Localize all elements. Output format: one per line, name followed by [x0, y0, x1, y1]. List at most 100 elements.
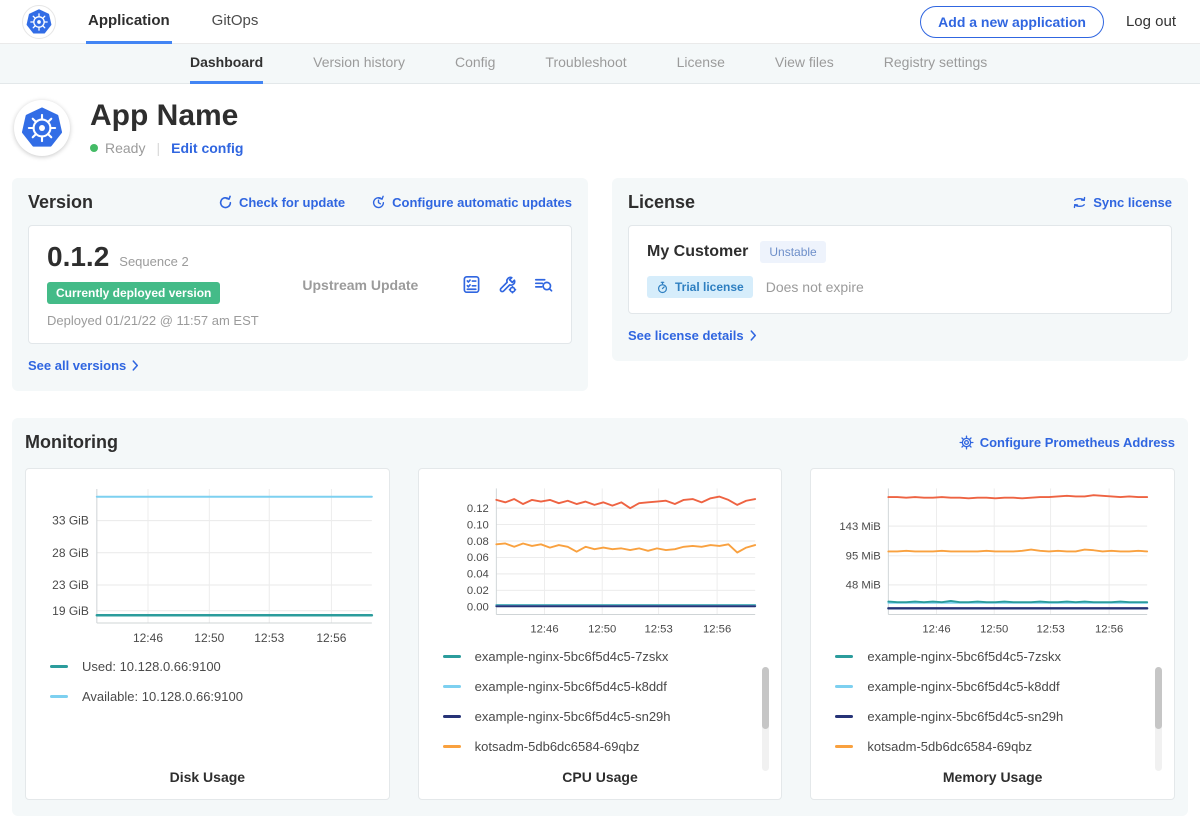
chevron-right-icon	[750, 330, 757, 341]
status-badge: Ready	[105, 140, 145, 156]
version-source-label: Upstream Update	[302, 277, 418, 293]
cpu-usage-plot: 0.000.020.040.060.080.100.1212:4612:5012…	[427, 479, 774, 639]
app-logo-icon	[14, 100, 70, 156]
edit-config-link[interactable]: Edit config	[171, 140, 243, 156]
svg-text:12:56: 12:56	[316, 631, 346, 645]
cpu-usage-title: CPU Usage	[427, 769, 774, 785]
svg-text:12:46: 12:46	[530, 623, 558, 635]
svg-text:0.10: 0.10	[467, 519, 489, 531]
svg-text:95 MiB: 95 MiB	[846, 551, 881, 563]
chevron-right-icon	[132, 360, 139, 371]
license-panel: My Customer Unstable Trial license Does …	[628, 225, 1172, 314]
license-card-title: License	[628, 192, 695, 213]
memory-usage-plot: 48 MiB95 MiB143 MiB12:4612:5012:5312:56	[819, 479, 1166, 639]
svg-text:23 GiB: 23 GiB	[52, 578, 89, 592]
config-values-icon[interactable]	[498, 275, 517, 294]
legend-label: example-nginx-5bc6f5d4c5-7zskx	[867, 649, 1061, 664]
subnav-tab-registry-settings[interactable]: Registry settings	[884, 44, 987, 84]
legend-label: kotsadm-5db6dc6584-69qbz	[475, 739, 640, 754]
legend-item: Available: 10.128.0.66:9100	[50, 689, 381, 704]
legend-item: Used: 10.128.0.66:9100	[50, 659, 381, 674]
disk-usage-chart-card: 19 GiB23 GiB28 GiB33 GiB12:4612:5012:531…	[25, 468, 390, 800]
legend-label: example-nginx-5bc6f5d4c5-7zskx	[475, 649, 669, 664]
legend-item: kotsadm-5db6dc6584-69qbz	[835, 739, 1166, 754]
legend-scrollbar-thumb[interactable]	[762, 667, 769, 729]
currently-deployed-badge: Currently deployed version	[47, 282, 220, 304]
page-title: App Name	[90, 99, 243, 133]
schedule-update-icon	[371, 195, 386, 210]
svg-text:12:53: 12:53	[1037, 623, 1065, 635]
stopwatch-icon	[656, 281, 669, 294]
customer-name: My Customer	[647, 243, 748, 261]
legend-item: example-nginx-5bc6f5d4c5-k8ddf	[835, 679, 1166, 694]
legend-item: example-nginx-5bc6f5d4c5-k8ddf	[443, 679, 774, 694]
subnav-tab-version-history[interactable]: Version history	[313, 44, 405, 84]
subnav-tab-dashboard[interactable]: Dashboard	[190, 44, 263, 84]
version-card-title: Version	[28, 192, 93, 213]
legend-dash-icon	[443, 685, 461, 688]
legend-dash-icon	[443, 745, 461, 748]
legend-scrollbar-thumb[interactable]	[1155, 667, 1162, 729]
memory-usage-legend: example-nginx-5bc6f5d4c5-7zskx example-ng…	[819, 639, 1166, 769]
svg-text:12:53: 12:53	[254, 631, 284, 645]
subnav-tab-troubleshoot[interactable]: Troubleshoot	[545, 44, 626, 84]
legend-label: example-nginx-5bc6f5d4c5-sn29h	[867, 709, 1063, 724]
sync-license-link[interactable]: Sync license	[1072, 195, 1172, 210]
subnav-tab-view-files[interactable]: View files	[775, 44, 834, 84]
gear-icon	[959, 435, 974, 450]
svg-text:0.02: 0.02	[467, 585, 489, 597]
see-all-versions-link[interactable]: See all versions	[28, 358, 139, 373]
version-number: 0.1.2	[47, 241, 109, 273]
svg-text:19 GiB: 19 GiB	[52, 604, 89, 618]
memory-usage-title: Memory Usage	[819, 769, 1166, 785]
channel-badge: Unstable	[760, 241, 825, 263]
monitoring-title: Monitoring	[25, 432, 118, 453]
version-card: Version Check for update Configure autom…	[12, 178, 588, 391]
tab-application[interactable]: Application	[86, 0, 172, 44]
legend-dash-icon	[50, 695, 68, 698]
legend-dash-icon	[835, 745, 853, 748]
check-for-update-link[interactable]: Check for update	[218, 195, 345, 210]
license-expiry: Does not expire	[766, 279, 864, 295]
logout-link[interactable]: Log out	[1126, 13, 1176, 30]
legend-dash-icon	[443, 715, 461, 718]
legend-dash-icon	[443, 655, 461, 658]
legend-item: example-nginx-5bc6f5d4c5-7zskx	[835, 649, 1166, 664]
deployed-timestamp: Deployed 01/21/22 @ 11:57 am EST	[47, 313, 259, 328]
legend-item: example-nginx-5bc6f5d4c5-sn29h	[443, 709, 774, 724]
configure-prometheus-link[interactable]: Configure Prometheus Address	[959, 435, 1175, 450]
svg-text:0.12: 0.12	[467, 503, 489, 515]
add-application-button[interactable]: Add a new application	[920, 6, 1104, 38]
svg-text:143 MiB: 143 MiB	[840, 521, 881, 533]
license-card: License Sync license My Customer Unstabl…	[612, 178, 1188, 361]
legend-scrollbar[interactable]	[1155, 667, 1162, 771]
svg-text:48 MiB: 48 MiB	[846, 580, 881, 592]
tab-gitops[interactable]: GitOps	[210, 0, 261, 44]
see-license-details-link[interactable]: See license details	[628, 328, 757, 343]
legend-label: kotsadm-5db6dc6584-69qbz	[867, 739, 1032, 754]
app-header: App Name Ready | Edit config	[0, 84, 1200, 172]
cpu-usage-chart-card: 0.000.020.040.060.080.100.1212:4612:5012…	[418, 468, 783, 800]
divider: |	[156, 140, 160, 156]
svg-text:0.00: 0.00	[467, 601, 489, 613]
svg-text:0.08: 0.08	[467, 536, 489, 548]
legend-item: example-nginx-5bc6f5d4c5-7zskx	[443, 649, 774, 664]
configure-automatic-updates-link[interactable]: Configure automatic updates	[371, 195, 572, 210]
subnav-tab-license[interactable]: License	[677, 44, 725, 84]
legend-label: example-nginx-5bc6f5d4c5-k8ddf	[867, 679, 1059, 694]
deploy-logs-icon[interactable]	[534, 275, 553, 294]
license-type-badge: Trial license	[647, 276, 753, 298]
current-version-panel: 0.1.2 Sequence 2 Currently deployed vers…	[28, 225, 572, 344]
legend-label: Available: 10.128.0.66:9100	[82, 689, 243, 704]
memory-usage-chart-card: 48 MiB95 MiB143 MiB12:4612:5012:5312:56e…	[810, 468, 1175, 800]
svg-text:12:50: 12:50	[194, 631, 224, 645]
svg-text:12:50: 12:50	[588, 623, 616, 635]
legend-scrollbar[interactable]	[762, 667, 769, 771]
legend-dash-icon	[835, 685, 853, 688]
svg-text:0.04: 0.04	[467, 569, 489, 581]
svg-text:33 GiB: 33 GiB	[52, 514, 89, 528]
disk-usage-plot: 19 GiB23 GiB28 GiB33 GiB12:4612:5012:531…	[34, 479, 381, 649]
topbar-tabs: Application GitOps	[86, 0, 298, 44]
preflight-checks-icon[interactable]	[462, 275, 481, 294]
subnav-tab-config[interactable]: Config	[455, 44, 495, 84]
